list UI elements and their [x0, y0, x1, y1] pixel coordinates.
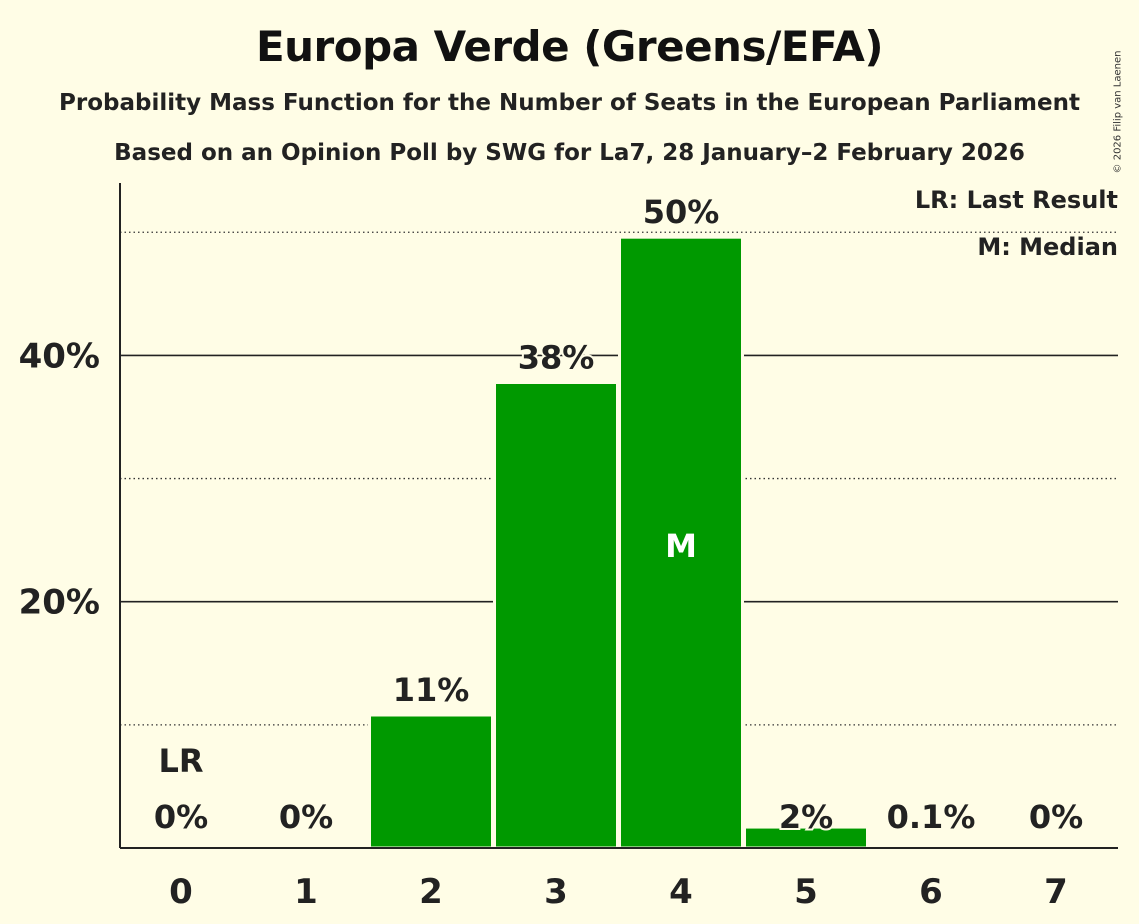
bar-3 — [493, 381, 619, 850]
x-tick-label-2: 2 — [419, 872, 443, 912]
value-label-3: 38% — [518, 339, 595, 377]
value-label-0: 0% — [154, 798, 208, 836]
median-marker: M — [665, 527, 697, 565]
value-label-2: 11% — [393, 671, 470, 709]
value-label-6: 0.1% — [887, 798, 976, 836]
x-tick-label-0: 0 — [169, 872, 193, 912]
x-tick-label-1: 1 — [294, 872, 318, 912]
value-label-5: 2% — [779, 798, 833, 836]
bar-4 — [618, 235, 744, 850]
x-tick-label-3: 3 — [544, 872, 568, 912]
x-tick-label-7: 7 — [1044, 872, 1068, 912]
y-tick-label-1: 40% — [19, 336, 100, 376]
value-label-1: 0% — [279, 798, 333, 836]
x-tick-label-6: 6 — [919, 872, 943, 912]
legend-last-result: LR: Last Result — [914, 186, 1118, 214]
value-label-4: 50% — [643, 193, 720, 231]
last-result-marker: LR — [158, 742, 203, 780]
legend-median: M: Median — [977, 233, 1118, 261]
chart-title: Europa Verde (Greens/EFA) — [255, 22, 884, 71]
y-tick-label-0: 20% — [19, 583, 100, 623]
x-tick-label-5: 5 — [794, 872, 818, 912]
bar-2 — [368, 713, 494, 850]
chart-subtitle: Probability Mass Function for the Number… — [59, 90, 1080, 116]
value-label-7: 0% — [1029, 798, 1083, 836]
chart-source-subtitle: Based on an Opinion Poll by SWG for La7,… — [114, 140, 1025, 166]
x-tick-label-4: 4 — [669, 872, 693, 912]
